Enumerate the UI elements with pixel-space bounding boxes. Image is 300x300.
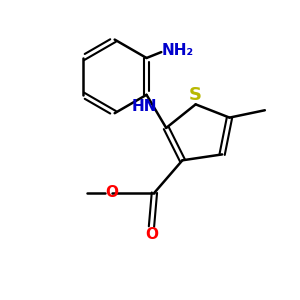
Text: O: O	[145, 227, 158, 242]
Text: HN: HN	[131, 99, 157, 114]
Text: O: O	[105, 185, 118, 200]
Text: NH₂: NH₂	[161, 43, 194, 58]
Text: S: S	[189, 86, 202, 104]
